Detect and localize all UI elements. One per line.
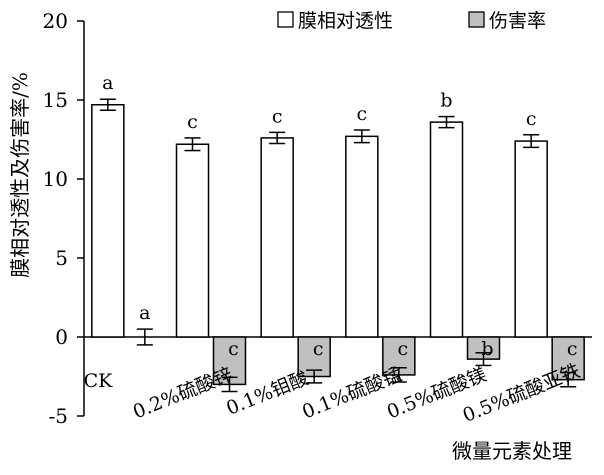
legend-label: 伤害率: [489, 10, 546, 32]
bar-permeability: [175, 143, 210, 338]
legend-label: 膜相对透性: [298, 10, 393, 32]
significance-label: c: [398, 338, 409, 360]
x-category-label: CK: [84, 370, 114, 392]
y-axis-title: 膜相对透性及伤害率/%: [8, 72, 32, 278]
significance-label: b: [481, 338, 493, 360]
significance-label: c: [272, 105, 283, 127]
significance-label: b: [440, 90, 452, 112]
significance-label: c: [357, 103, 368, 125]
significance-label: c: [313, 338, 324, 360]
bar-permeability: [260, 137, 294, 338]
x-category-label: 0.2%硫酸锌: [130, 364, 236, 424]
significance-label: a: [139, 302, 150, 324]
bar-permeability: [429, 121, 464, 338]
bar-injury-rate: [212, 336, 247, 386]
significance-label: c: [526, 108, 537, 130]
legend-swatch: [468, 11, 485, 28]
y-tick-label: 15: [43, 88, 68, 112]
significance-label: c: [228, 338, 239, 360]
significance-label: a: [102, 72, 113, 94]
y-tick-label: -5: [49, 404, 68, 428]
legend-swatch: [277, 11, 294, 28]
y-tick-label: 10: [43, 167, 68, 191]
significance-label: c: [567, 338, 578, 360]
x-axis-title: 微量元素处理: [452, 439, 572, 463]
y-tick-label: 20: [43, 9, 68, 33]
bar-permeability: [91, 103, 125, 338]
bar-permeability: [345, 135, 379, 338]
bar-permeability: [514, 140, 548, 338]
y-tick-label: 5: [55, 246, 68, 270]
significance-label: c: [187, 111, 198, 133]
y-tick-label: 0: [55, 325, 68, 349]
